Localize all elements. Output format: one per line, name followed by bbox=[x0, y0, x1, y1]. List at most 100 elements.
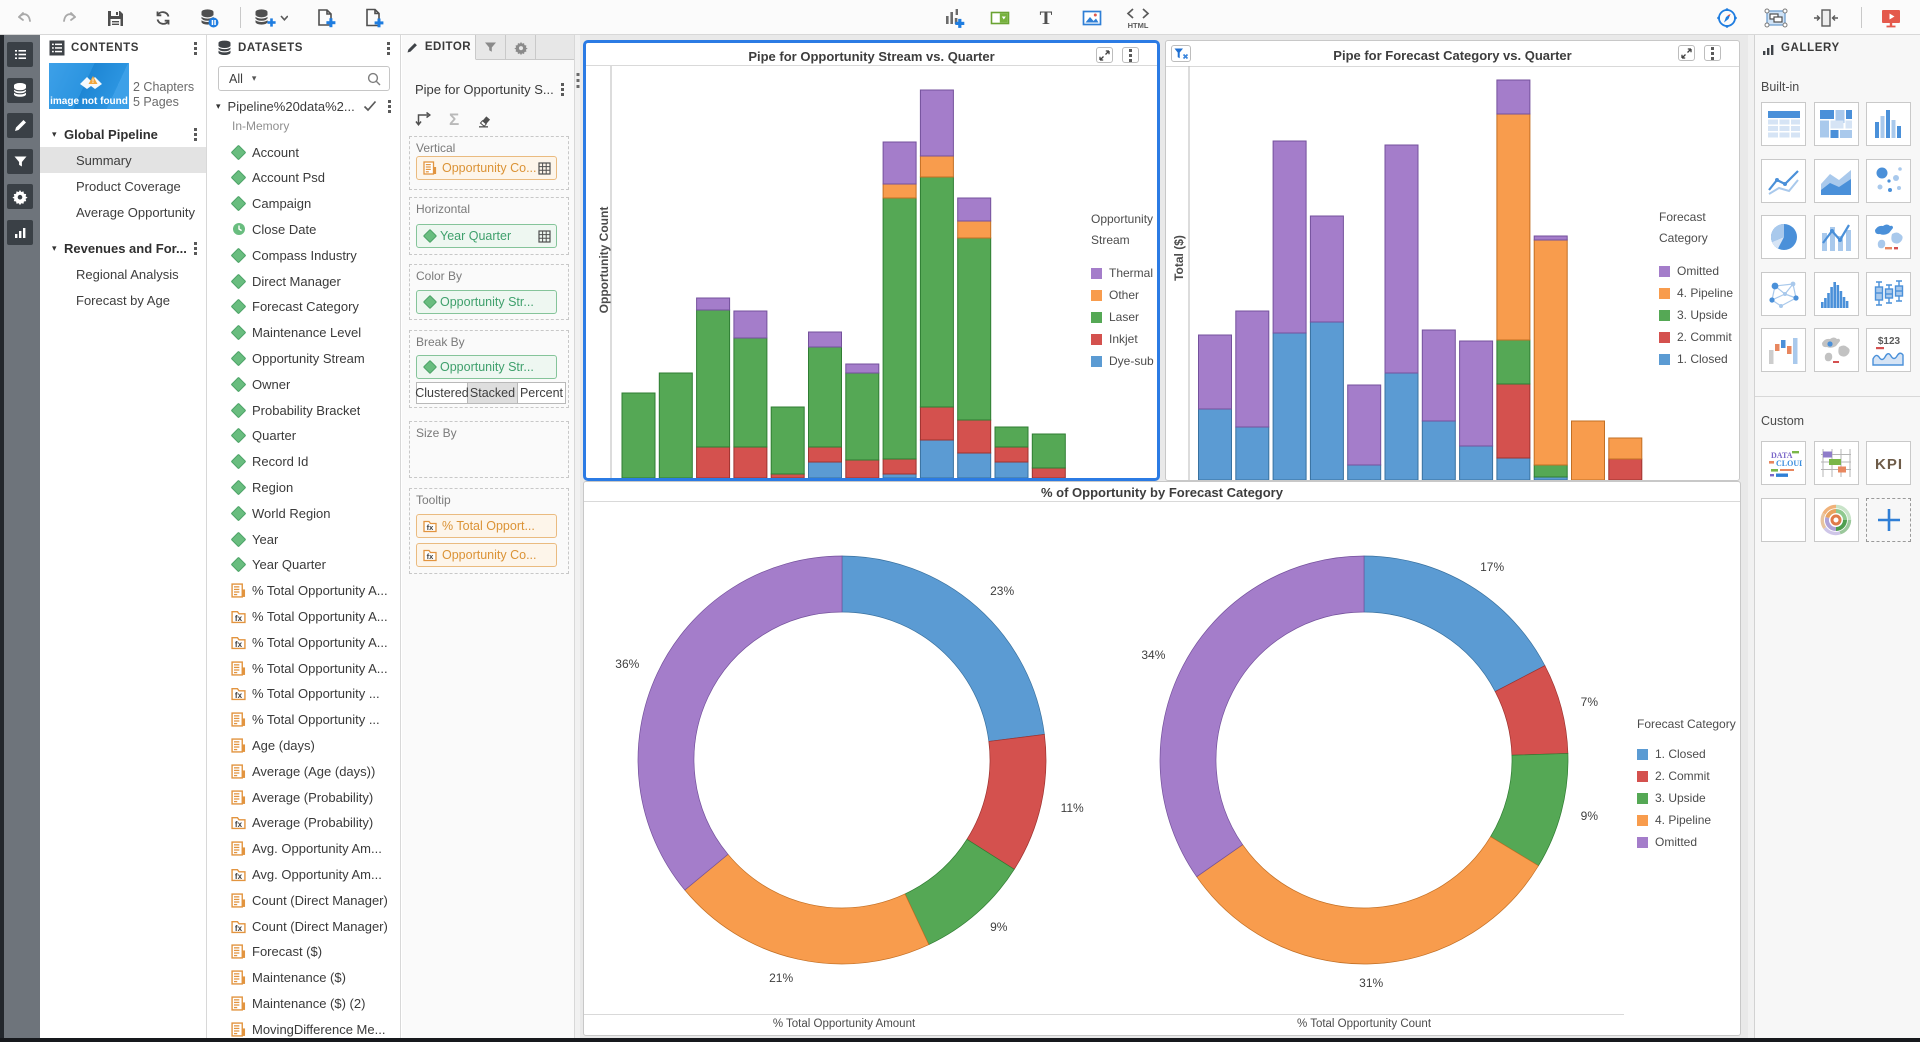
dataset-field-32[interactable]: Maintenance ($) bbox=[207, 965, 400, 991]
redo-icon[interactable] bbox=[56, 5, 82, 31]
add-page-icon[interactable] bbox=[360, 5, 386, 31]
gallery-tile-table[interactable] bbox=[1761, 102, 1806, 146]
contents-section-0[interactable]: ▾ Global Pipeline bbox=[40, 121, 206, 147]
dataset-expand-icon[interactable]: ▾ bbox=[216, 100, 221, 111]
gallery-tile-blank[interactable] bbox=[1761, 497, 1806, 542]
grid-icon[interactable] bbox=[538, 161, 551, 175]
dataset-field-7[interactable]: Maintenance Level bbox=[207, 320, 400, 346]
contents-page-forecast-by-age[interactable]: Forecast by Age bbox=[40, 287, 206, 313]
section-menu-icon[interactable] bbox=[188, 126, 202, 142]
dataset-field-14[interactable]: World Region bbox=[207, 500, 400, 526]
dataset-field-5[interactable]: Direct Manager bbox=[207, 268, 400, 294]
fit-width-icon[interactable] bbox=[1813, 5, 1839, 31]
gallery-tile-line[interactable] bbox=[1761, 158, 1806, 203]
dataset-field-20[interactable]: % Total Opportunity A... bbox=[207, 655, 400, 681]
dataset-field-19[interactable]: fx % Total Opportunity A... bbox=[207, 629, 400, 655]
role-horizontal-pill[interactable]: Year Quarter bbox=[416, 224, 557, 248]
datasets-menu-icon[interactable] bbox=[381, 40, 395, 56]
duplicate-page-icon[interactable] bbox=[312, 5, 338, 31]
add-object-icon[interactable] bbox=[941, 5, 967, 31]
dataset-field-31[interactable]: Forecast ($) bbox=[207, 939, 400, 965]
dataset-field-29[interactable]: Count (Direct Manager) bbox=[207, 887, 400, 913]
dataset-field-3[interactable]: Close Date bbox=[207, 216, 400, 242]
rail-filter-icon[interactable] bbox=[7, 148, 33, 174]
contents-section-1[interactable]: ▾ Revenues and For... bbox=[40, 235, 206, 261]
report-thumbnail[interactable]: ! image not found bbox=[49, 63, 129, 109]
gallery-tile-geo-color[interactable] bbox=[1866, 215, 1911, 259]
dataset-field-21[interactable]: fx % Total Opportunity ... bbox=[207, 681, 400, 707]
dataset-filter-value[interactable]: All bbox=[229, 71, 243, 86]
dataset-field-10[interactable]: Probability Bracket bbox=[207, 397, 400, 423]
dataset-field-2[interactable]: Campaign bbox=[207, 191, 400, 217]
dataset-field-6[interactable]: Forecast Category bbox=[207, 294, 400, 320]
dataset-field-4[interactable]: Compass Industry bbox=[207, 242, 400, 268]
dataset-field-33[interactable]: Maintenance ($) (2) bbox=[207, 990, 400, 1016]
chart2-expand-icon[interactable] bbox=[1678, 45, 1695, 61]
gallery-tile-sunburst[interactable] bbox=[1813, 497, 1859, 542]
rail-settings-icon[interactable] bbox=[7, 184, 33, 209]
dataset-field-8[interactable]: Opportunity Stream bbox=[207, 345, 400, 371]
gallery-tile-dualaxis[interactable] bbox=[1813, 215, 1859, 259]
grid-icon[interactable] bbox=[538, 229, 551, 243]
add-html-icon[interactable]: HTML bbox=[1122, 5, 1154, 31]
rail-contents-icon[interactable] bbox=[7, 42, 33, 67]
chart1-expand-icon[interactable] bbox=[1096, 47, 1113, 63]
section-menu-icon[interactable] bbox=[188, 240, 202, 256]
dataset-field-9[interactable]: Owner bbox=[207, 371, 400, 397]
dataset-field-17[interactable]: % Total Opportunity A... bbox=[207, 578, 400, 604]
tab-filters[interactable] bbox=[476, 35, 506, 60]
contents-page-regional-analysis[interactable]: Regional Analysis bbox=[40, 261, 206, 287]
toggle-clustered[interactable]: Clustered bbox=[415, 383, 469, 403]
contents-page-product-coverage[interactable]: Product Coverage bbox=[40, 173, 206, 199]
dataset-field-12[interactable]: Record Id bbox=[207, 449, 400, 475]
chevron-down-icon[interactable]: ▾ bbox=[251, 73, 257, 83]
dataset-search-box[interactable]: All ▾ bbox=[218, 66, 390, 91]
role-tooltip-pill-2[interactable]: fx Opportunity Co... bbox=[416, 543, 557, 567]
refresh-icon[interactable] bbox=[150, 5, 176, 31]
role-tooltip-pill-1[interactable]: fx % Total Opport... bbox=[416, 514, 557, 538]
chart-opportunity-stream[interactable]: Pipe for Opportunity Stream vs. Quarter … bbox=[583, 40, 1160, 481]
dataset-field-25[interactable]: Average (Probability) bbox=[207, 784, 400, 810]
dataset-field-24[interactable]: Average (Age (days)) bbox=[207, 758, 400, 784]
undo-icon[interactable] bbox=[12, 5, 38, 31]
gallery-tile-area[interactable] bbox=[1813, 158, 1859, 203]
gallery-tile-box[interactable] bbox=[1866, 271, 1911, 316]
dataset-field-11[interactable]: Quarter bbox=[207, 423, 400, 449]
dataset-field-0[interactable]: Account bbox=[207, 139, 400, 165]
gallery-tile-network[interactable] bbox=[1761, 271, 1806, 316]
gallery-tile-kpi-text[interactable]: KPI bbox=[1866, 441, 1911, 485]
explore-icon[interactable] bbox=[1714, 5, 1740, 31]
panel-resize-handle[interactable] bbox=[575, 35, 580, 1038]
gallery-resize-lane[interactable] bbox=[1748, 35, 1754, 1038]
add-image-icon[interactable] bbox=[1079, 5, 1105, 31]
gallery-tile-wordcloud[interactable]: DATACLOUD bbox=[1761, 441, 1806, 485]
chart2-menu-icon[interactable] bbox=[1704, 45, 1721, 61]
dataset-field-18[interactable]: fx % Total Opportunity A... bbox=[207, 603, 400, 629]
refresh-data-icon[interactable] bbox=[196, 5, 222, 31]
role-colorby-pill[interactable]: Opportunity Str... bbox=[416, 290, 557, 314]
gallery-tile-kpi-spark[interactable]: $123 bbox=[1866, 328, 1911, 372]
rail-edit-icon[interactable] bbox=[7, 113, 33, 138]
contents-page-average-opportunity[interactable]: Average Opportunity bbox=[40, 199, 206, 225]
section-collapse-icon[interactable]: ▾ bbox=[52, 242, 57, 253]
search-icon[interactable] bbox=[367, 72, 381, 86]
tab-editor[interactable]: EDITOR bbox=[402, 35, 476, 60]
rail-data-icon[interactable] bbox=[7, 77, 33, 103]
chart2-filter-badge[interactable] bbox=[1171, 45, 1191, 62]
add-text-icon[interactable]: T bbox=[1033, 5, 1059, 31]
dataset-field-26[interactable]: fx Average (Probability) bbox=[207, 810, 400, 836]
dataset-field-27[interactable]: Avg. Opportunity Am... bbox=[207, 836, 400, 862]
gallery-tile-add[interactable] bbox=[1866, 497, 1911, 542]
eraser-icon[interactable] bbox=[475, 110, 493, 128]
gallery-tile-crosstab[interactable] bbox=[1813, 102, 1859, 146]
role-breakby-pill[interactable]: Opportunity Str... bbox=[416, 355, 557, 379]
dataset-field-34[interactable]: MovingDifference Me... bbox=[207, 1016, 400, 1042]
contents-menu-icon[interactable] bbox=[188, 40, 202, 56]
toggle-percent[interactable]: Percent bbox=[519, 386, 564, 400]
gallery-tile-histogram[interactable] bbox=[1813, 271, 1859, 316]
sigma-icon[interactable]: Σ bbox=[449, 109, 460, 129]
dataset-field-22[interactable]: % Total Opportunity ... bbox=[207, 707, 400, 733]
dataset-field-13[interactable]: Region bbox=[207, 474, 400, 500]
gallery-tile-gantt[interactable] bbox=[1813, 441, 1859, 485]
chart-forecast-category[interactable]: Pipe for Forecast Category vs. Quarter T… bbox=[1165, 40, 1740, 481]
